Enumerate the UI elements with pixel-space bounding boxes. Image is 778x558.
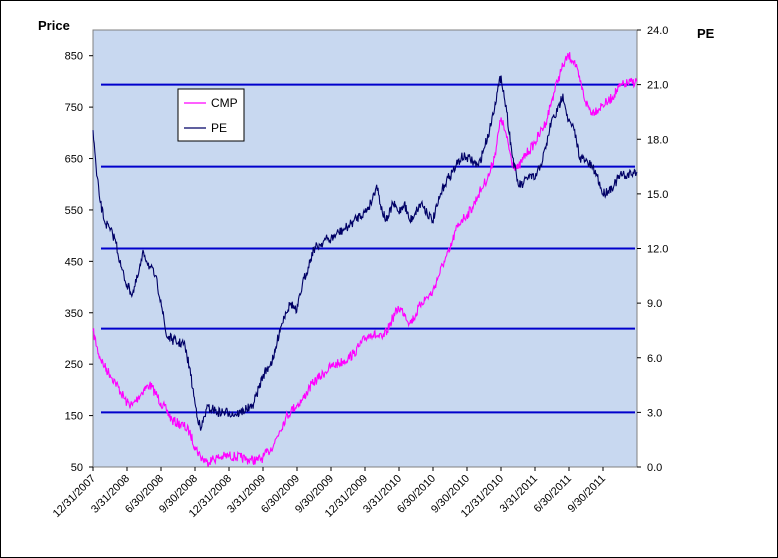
left-tick-label: 750 [65, 102, 83, 114]
series-line-pe [92, 75, 638, 431]
left-tick-label: 450 [65, 256, 83, 268]
x-axis-ticks: 12/31/20073/31/20086/30/20089/30/200812/… [51, 467, 608, 520]
left-tick-label: 150 [65, 411, 83, 423]
right-tick-label: 21.0 [647, 80, 668, 92]
right-axis-ticks: 0.0 3.0 6.0 9.0 12.0 15.0 18.0 21.0 24.0 [637, 25, 668, 474]
right-tick-label: 24.0 [647, 25, 668, 37]
left-axis-ticks: 50 150 250 350 450 550 650 750 850 [65, 51, 93, 474]
left-tick-label: 650 [65, 154, 83, 166]
right-tick-label: 6.0 [647, 353, 662, 365]
left-tick-label: 350 [65, 308, 83, 320]
right-tick-label: 15.0 [647, 189, 668, 201]
series-line-cmp [92, 52, 638, 467]
x-tick-label: 12/31/2007 [51, 473, 98, 520]
series-layer [92, 52, 638, 467]
right-tick-label: 9.0 [647, 298, 662, 310]
left-tick-label: 550 [65, 205, 83, 217]
legend: CMP PE [177, 88, 245, 142]
left-axis-title: Price [38, 18, 70, 33]
right-tick-label: 3.0 [647, 407, 662, 419]
right-tick-label: 0.0 [647, 462, 662, 474]
right-tick-label: 18.0 [647, 134, 668, 146]
left-tick-label: 50 [71, 462, 83, 474]
right-tick-label: 12.0 [647, 244, 668, 256]
left-tick-label: 250 [65, 359, 83, 371]
pe-band-lines [101, 83, 635, 414]
right-axis-title: PE [697, 26, 715, 41]
legend-box [177, 88, 245, 142]
legend-label-cmp: CMP [211, 96, 238, 110]
legend-label-pe: PE [211, 121, 227, 135]
left-tick-label: 850 [65, 51, 83, 63]
